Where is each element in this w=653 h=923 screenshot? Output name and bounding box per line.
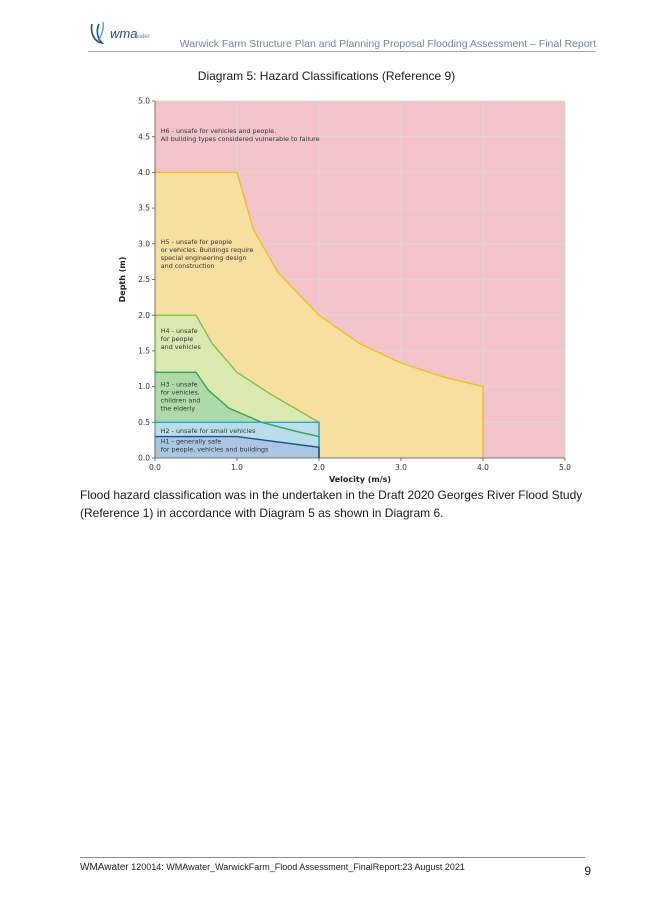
x-axis-title: Velocity (m/s) <box>329 475 391 484</box>
hazard-chart-svg: 0.0 1.0 2.0 3.0 4.0 5.0 0.0 0.5 1.0 1.5 2.0 2.5 3.0 3… <box>118 97 571 484</box>
body-paragraph: Flood hazard classification was in the u… <box>80 488 583 520</box>
y-tick-label: 4.5 <box>138 132 150 141</box>
footer-text: WMAwater 120014: WMAwater_WarwickFarm_Fl… <box>80 862 465 873</box>
zone-h1-boundary <box>155 435 320 458</box>
y-tick-label: 0.0 <box>138 454 150 463</box>
y-tick-label: 2.5 <box>138 275 150 284</box>
zone-h3-boundary <box>155 371 320 458</box>
x-tick-label: 4.0 <box>477 463 489 472</box>
footer-brand: WMAwater <box>80 862 129 873</box>
header-title: Warwick Farm Structure Plan and Planning… <box>179 38 596 50</box>
svg-text:wma: wma <box>110 26 137 41</box>
y-axis-title: Depth (m) <box>118 257 127 303</box>
y-tick-label: 0.5 <box>138 418 150 427</box>
x-tick-label: 1.0 <box>231 463 243 472</box>
y-tick-label: 1.5 <box>138 347 150 356</box>
zone-h3-label: H3 - unsafe for vehicles, children and the … <box>161 381 201 413</box>
svg-text:water: water <box>135 34 151 40</box>
x-tick-label: 5.0 <box>559 463 571 472</box>
zone-h4-label: H4 - unsafe for people and vehicles <box>161 327 202 351</box>
zone-h2-boundary <box>155 421 320 458</box>
header-divider <box>88 51 596 52</box>
x-tick-label: 0.0 <box>149 463 161 472</box>
x-tick-label: 3.0 <box>395 463 407 472</box>
x-tick-label: 2.0 <box>313 463 325 472</box>
zone-h2-label: H2 - unsafe for small vehicles <box>161 427 256 435</box>
y-tick-label: 3.0 <box>138 239 150 248</box>
y-tick-label: 2.0 <box>138 311 150 320</box>
page-number: 9 <box>584 864 591 878</box>
y-tick-label: 4.0 <box>138 168 150 177</box>
zone-h1-label: H1 - generally safe for people, vehicles … <box>161 438 269 454</box>
zone-h4-boundary <box>155 314 320 458</box>
diagram-caption: Diagram 5: Hazard Classifications (Refer… <box>197 69 456 83</box>
zone-h5-label: H5 - unsafe for people or vehicles. Build… <box>161 238 254 270</box>
hazard-classification-chart: 0.0 1.0 2.0 3.0 4.0 5.0 0.0 0.5 1.0 1.5 2.0 2.5 3.0 3… <box>105 93 585 488</box>
footer-divider <box>80 857 585 858</box>
y-tick-label: 5.0 <box>138 97 150 106</box>
y-tick-label: 1.0 <box>138 382 150 391</box>
y-tick-label: 3.5 <box>138 204 150 213</box>
zone-h5-boundary <box>155 171 484 458</box>
footer-reference: 120014: WMAwater_WarwickFarm_Flood Asses… <box>128 862 465 872</box>
zone-h6-label: H6 - unsafe for vehicles and people. All … <box>161 127 320 143</box>
wma-water-logo: wma water <box>88 18 168 48</box>
